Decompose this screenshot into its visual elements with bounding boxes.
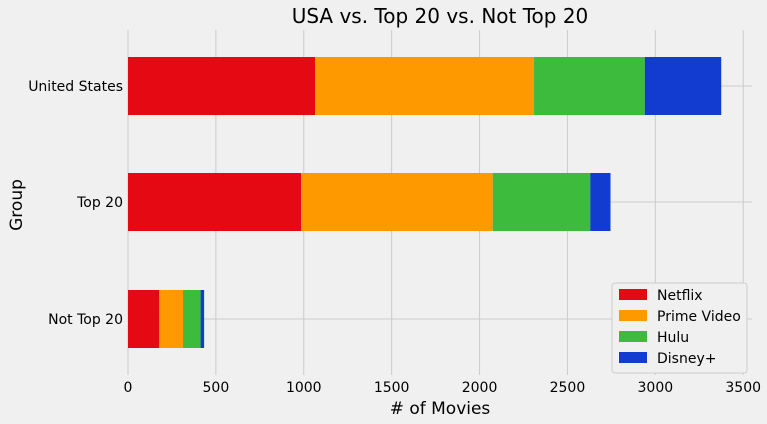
legend-entry: Disney+ (657, 351, 716, 367)
legend-entry: Hulu (657, 330, 689, 346)
bar-segment (128, 290, 160, 348)
bar-segment (183, 290, 201, 348)
legend-swatch (619, 289, 647, 300)
x-tick-label: 3500 (725, 380, 761, 396)
x-tick-label: 2500 (550, 380, 586, 396)
bar-segment (128, 57, 316, 115)
y-tick-label: Top 20 (76, 195, 123, 211)
legend-swatch (619, 352, 647, 363)
y-tick-labels: United States Top 20 Not Top 20 (28, 79, 123, 328)
bar-segment (644, 57, 722, 115)
legend-swatch (619, 331, 647, 342)
x-axis-label: # of Movies (390, 399, 491, 419)
legend-entry: Prime Video (657, 309, 741, 325)
y-tick-label: United States (28, 79, 123, 95)
legend-box (611, 282, 748, 374)
bar-segment (128, 173, 302, 231)
bar-segment (534, 57, 645, 115)
x-tick-label: 2000 (462, 380, 498, 396)
x-tick-label: 1500 (374, 380, 410, 396)
chart-title: USA vs. Top 20 vs. Not Top 20 (292, 4, 589, 28)
x-tick-label: 3000 (638, 380, 674, 396)
bar-segment (590, 173, 611, 231)
bar-segment (315, 57, 535, 115)
bars (128, 57, 722, 348)
bar-segment (492, 173, 591, 231)
y-tick-label: Not Top 20 (48, 312, 123, 328)
x-tick-label: 500 (203, 380, 230, 396)
bar-segment (159, 290, 184, 348)
x-tick-label: 1000 (286, 380, 322, 396)
legend-swatch (619, 310, 647, 321)
bar-segment (301, 173, 493, 231)
x-tick-label: 0 (124, 380, 133, 396)
legend: Netflix Prime Video Hulu Disney+ (611, 282, 748, 374)
bar-segment (200, 290, 205, 348)
legend-entry: Netflix (657, 288, 703, 304)
y-axis-label: Group (7, 179, 27, 231)
x-tick-labels: 0 500 1000 1500 2000 2500 3000 3500 (124, 380, 761, 396)
